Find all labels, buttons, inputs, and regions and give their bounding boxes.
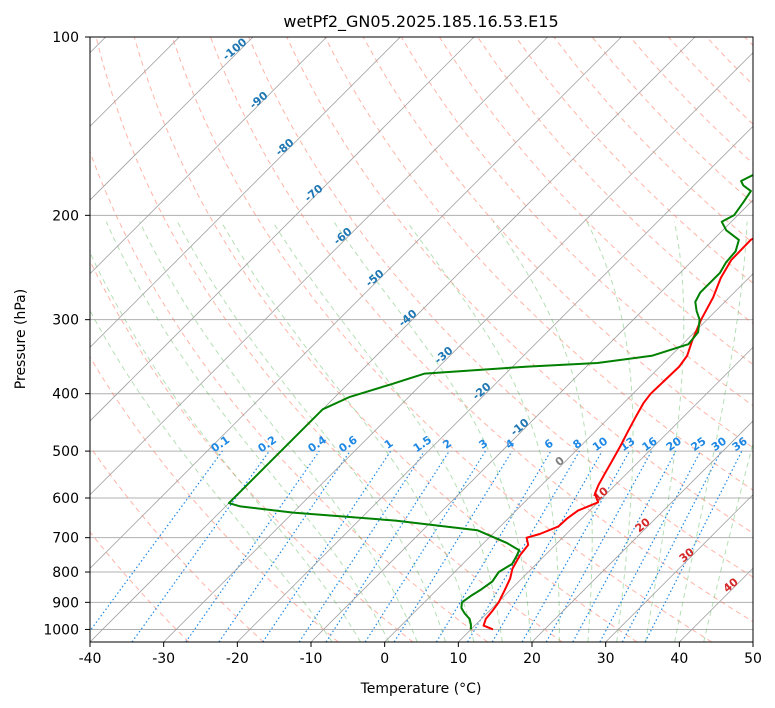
mixing-ratio-line	[393, 450, 513, 642]
x-tick-label: -40	[79, 651, 102, 667]
isotherm-line	[310, 199, 753, 642]
dry-adiabat-line	[95, 37, 563, 642]
moist-adiabat-line	[703, 441, 753, 642]
x-tick-label: 30	[597, 651, 615, 667]
y-tick-label: 400	[52, 387, 79, 403]
isotherm-line	[458, 346, 753, 642]
x-axis-label: Temperature (°C)	[360, 681, 482, 697]
y-tick-label: 800	[52, 565, 79, 581]
mixing-ratio-line	[218, 450, 351, 642]
isotherm-line	[752, 641, 753, 642]
mixing-ratio-line	[572, 450, 677, 642]
y-tick-label: 700	[52, 531, 79, 547]
x-tick-label: 20	[523, 651, 541, 667]
isotherm-line	[90, 37, 475, 422]
y-tick-label: 500	[52, 444, 79, 460]
chart-title: wetPf2_GN05.2025.185.16.53.E15	[283, 12, 558, 32]
x-axis-ticks: -40 -30 -20 -10 0 10 20 30 40 50	[79, 642, 762, 667]
dry-adiabat-line	[90, 150, 488, 642]
mixing-ratio-line	[325, 450, 450, 642]
moist-adiabat-line	[90, 309, 333, 642]
isotherm-line	[531, 420, 753, 642]
moist-adiabat-line	[220, 221, 475, 642]
moist-adiabat-line	[674, 221, 748, 642]
x-tick-label: 50	[744, 651, 762, 667]
moist-adiabat-line	[176, 221, 447, 642]
moist-adiabat-line	[492, 221, 593, 642]
plot-frame	[89, 36, 754, 643]
isotherm-line	[237, 125, 753, 642]
isobar-gridlines	[90, 37, 753, 630]
x-tick-label: 0	[380, 651, 389, 667]
mixing-ratio-line	[364, 450, 486, 642]
isotherm-line	[605, 494, 753, 642]
mixing-ratio-line	[521, 450, 631, 642]
temperature-profile-line	[482, 237, 753, 631]
x-tick-label: -20	[226, 651, 249, 667]
x-tick-label: -10	[300, 651, 323, 667]
dry-adiabat-line	[400, 37, 753, 407]
isotherm-gridlines	[90, 37, 753, 642]
dry-adiabat-line	[90, 356, 339, 642]
moist-adiabats	[90, 221, 753, 642]
dry-adiabat-line	[515, 37, 753, 284]
isotherm-line	[90, 37, 254, 201]
dry-adiabat-line	[171, 37, 712, 642]
moist-adiabat-line	[406, 221, 560, 642]
moist-adiabat-line	[105, 221, 390, 642]
dry-adiabat-line	[438, 37, 753, 366]
y-tick-label: 100	[52, 30, 79, 46]
dry-adiabat-line	[90, 531, 190, 642]
plot-background	[90, 37, 753, 642]
y-tick-label: 900	[52, 595, 79, 611]
x-tick-label: -30	[152, 651, 175, 667]
mixing-ratio-line	[491, 450, 603, 642]
y-axis-label: Pressure (hPa)	[13, 289, 29, 389]
y-tick-label: 1000	[43, 622, 79, 638]
moist-adiabat-line	[139, 221, 418, 642]
y-tick-label: 600	[52, 491, 79, 507]
mixing-ratio-line	[466, 450, 580, 642]
isotherm-line	[90, 37, 696, 642]
x-tick-label: 10	[449, 651, 467, 667]
x-tick-label: 40	[670, 651, 688, 667]
moist-adiabat-line	[333, 221, 532, 642]
dewpoint-profile-line	[227, 173, 753, 630]
moist-adiabat-line	[586, 221, 634, 642]
mixing-ratio-line	[435, 450, 552, 642]
y-axis-ticks: 100 200 300 400 500 600 700 800 900 1000	[43, 30, 90, 638]
isotherm-line	[90, 37, 327, 275]
isotherm-line	[90, 37, 548, 496]
dry-adiabat-line	[248, 37, 753, 578]
isotherm-line	[90, 37, 401, 348]
y-tick-label: 200	[52, 208, 79, 224]
dry-adiabat-line	[133, 37, 638, 642]
isotherm-line	[384, 273, 753, 642]
isotherm-line	[163, 52, 753, 642]
isotherm-line	[90, 37, 622, 569]
moist-adiabat-line	[645, 221, 685, 642]
mixing-ratio-line	[185, 450, 320, 642]
dry-adiabat-line	[210, 37, 753, 623]
y-tick-label: 300	[52, 313, 79, 329]
dry-adiabat-line	[90, 445, 264, 642]
sounding-series	[227, 173, 753, 631]
